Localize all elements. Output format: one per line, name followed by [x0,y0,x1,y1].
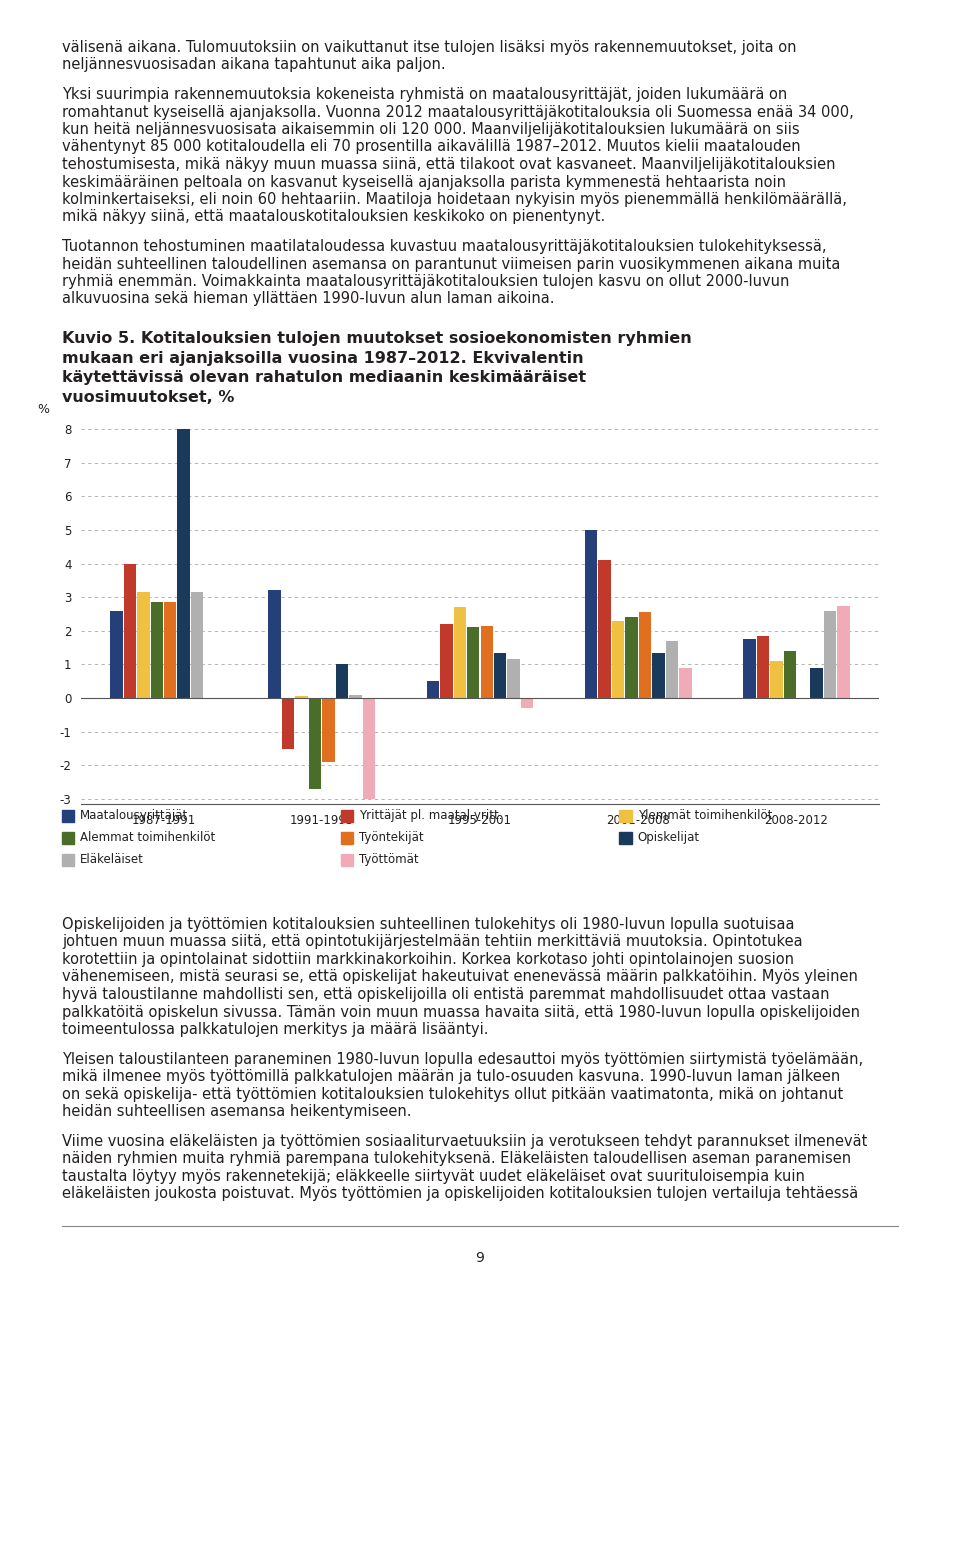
Bar [837,606,850,698]
Text: Opiskelijoiden ja työttömien kotitalouksien suhteellinen tulokehitys oli 1980-lu: Opiskelijoiden ja työttömien kotitalouks… [62,917,795,933]
Text: Kuvio 5. Kotitalouksien tulojen muutokset sosioekonomisten ryhmien: Kuvio 5. Kotitalouksien tulojen muutokse… [62,332,692,346]
Bar [269,590,281,698]
Bar [494,653,506,698]
Bar [441,624,452,698]
Bar [363,698,375,800]
Text: heidän suhteellisen asemansa heikentymiseen.: heidän suhteellisen asemansa heikentymis… [62,1103,412,1119]
Bar [638,612,651,698]
Text: näiden ryhmien muita ryhmiä parempana tulokehityksenä. Eläkeläisten taloudellise: näiden ryhmien muita ryhmiä parempana tu… [62,1150,852,1166]
Bar [468,628,479,698]
Text: palkkatöitä opiskelun sivussa. Tämän voin muun muassa havaita siitä, että 1980-l: palkkatöitä opiskelun sivussa. Tämän voi… [62,1005,860,1019]
Bar [151,603,163,698]
Text: vähenemiseen, mistä seurasi se, että opiskelijat hakeutuivat enenevässä määrin p: vähenemiseen, mistä seurasi se, että opi… [62,969,858,984]
Text: vuosimuutokset, %: vuosimuutokset, % [62,390,234,404]
Bar [137,592,150,698]
Bar [810,668,823,698]
Text: toimeentulossa palkkatulojen merkitys ja määrä lisääntyi.: toimeentulossa palkkatulojen merkitys ja… [62,1022,489,1038]
Bar [164,603,177,698]
Bar [521,698,533,707]
Text: Työttömät: Työttömät [359,853,419,867]
Text: korotettiin ja opintolainat sidottiin markkinakorkoihin. Korkea korkotaso johti : korotettiin ja opintolainat sidottiin ma… [62,952,794,967]
Text: johtuen muun muassa siitä, että opintotukijärjestelmään tehtiin merkittäviä muut: johtuen muun muassa siitä, että opintotu… [62,934,803,950]
Bar [508,659,519,698]
Text: tehostumisesta, mikä näkyy muun muassa siinä, että tilakoot ovat kasvaneet. Maan: tehostumisesta, mikä näkyy muun muassa s… [62,156,835,172]
Bar [585,531,597,698]
Bar [282,698,295,748]
Text: vähentynyt 85 000 kotitaloudella eli 70 prosentilla aikavälillä 1987–2012. Muuto: vähentynyt 85 000 kotitaloudella eli 70 … [62,139,801,155]
Text: ryhmiä enemmän. Voimakkainta maatalousyrittäjäkotitalouksien tulojen kasvu on ol: ryhmiä enemmän. Voimakkainta maatalousyr… [62,274,789,290]
Text: mikä näkyy siinä, että maatalouskotitalouksien keskikoko on pienentynyt.: mikä näkyy siinä, että maatalouskotitalo… [62,210,605,224]
Bar [336,665,348,698]
Text: mukaan eri ajanjaksoilla vuosina 1987–2012. Ekvivalentin: mukaan eri ajanjaksoilla vuosina 1987–20… [62,351,584,366]
Bar [770,660,782,698]
Bar [612,621,624,698]
Text: Alemmat toimihenkilöt: Alemmat toimihenkilöt [81,831,215,845]
Text: Työntekijät: Työntekijät [359,831,423,845]
Text: 9: 9 [475,1250,485,1265]
Text: kolminkertaiseksi, eli noin 60 hehtaariin. Maatiloja hoidetaan nykyisin myös pie: kolminkertaiseksi, eli noin 60 hehtaarii… [62,192,847,207]
Text: Opiskelijat: Opiskelijat [637,831,700,845]
Bar [665,642,678,698]
Bar [296,696,308,698]
Text: Ylemmät toimihenkilöt: Ylemmät toimihenkilöt [637,809,772,823]
Bar [824,610,836,698]
Text: kun heitä neljännesvuosisata aikaisemmin oli 120 000. Maanviljelijäkotitalouksie: kun heitä neljännesvuosisata aikaisemmin… [62,122,800,138]
Bar [679,668,691,698]
Bar [783,651,796,698]
Bar [652,653,664,698]
Text: välisenä aikana. Tulomuutoksiin on vaikuttanut itse tulojen lisäksi myös rakenne: välisenä aikana. Tulomuutoksiin on vaiku… [62,41,797,55]
Text: Yleisen taloustilanteen paraneminen 1980-luvun lopulla edesauttoi myös työttömie: Yleisen taloustilanteen paraneminen 1980… [62,1052,863,1066]
Bar [309,698,322,789]
Text: hyvä taloustilanne mahdollisti sen, että opiskelijoilla oli entistä paremmat mah: hyvä taloustilanne mahdollisti sen, että… [62,988,829,1002]
Text: on sekä opiskelija- että työttömien kotitalouksien tulokehitys ollut pitkään vaa: on sekä opiskelija- että työttömien koti… [62,1086,843,1102]
Text: Viime vuosina eläkeläisten ja työttömien sosiaaliturvaetuuksiin ja verotukseen t: Viime vuosina eläkeläisten ja työttömien… [62,1133,868,1149]
Text: taustalta löytyy myös rakennetekijä; eläkkeelle siirtyvät uudet eläkeläiset ovat: taustalta löytyy myös rakennetekijä; elä… [62,1169,804,1183]
Bar [110,610,123,698]
Text: eläkeläisten joukosta poistuvat. Myös työttömien ja opiskelijoiden kotitalouksie: eläkeläisten joukosta poistuvat. Myös ty… [62,1186,858,1200]
Bar [481,626,492,698]
Bar [743,639,756,698]
Text: keskimääräinen peltoala on kasvanut kyseisellä ajanjaksolla parista kymmenestä h: keskimääräinen peltoala on kasvanut kyse… [62,175,786,189]
Bar [349,695,362,698]
Text: mikä ilmenee myös työttömillä palkkatulojen määrän ja tulo-osuuden kasvuna. 1990: mikä ilmenee myös työttömillä palkkatulo… [62,1069,840,1085]
Text: neljännesvuosisadan aikana tapahtunut aika paljon.: neljännesvuosisadan aikana tapahtunut ai… [62,58,445,72]
Bar [756,635,769,698]
Text: käytettävissä olevan rahatulon mediaanin keskimääräiset: käytettävissä olevan rahatulon mediaanin… [62,369,587,385]
Text: heidän suhteellinen taloudellinen asemansa on parantunut viimeisen parin vuosiky: heidän suhteellinen taloudellinen aseman… [62,257,840,271]
Bar [427,681,439,698]
Bar [178,429,190,698]
Bar [625,617,637,698]
Bar [598,560,611,698]
Text: alkuvuosina sekä hieman yllättäen 1990-luvun alun laman aikoina.: alkuvuosina sekä hieman yllättäen 1990-l… [62,291,555,307]
Bar [323,698,335,762]
Bar [454,607,466,698]
Text: Eläkeläiset: Eläkeläiset [81,853,144,867]
Text: Yrittäjät pl. maatal.yritt.: Yrittäjät pl. maatal.yritt. [359,809,502,823]
Text: Tuotannon tehostuminen maatilataloudessa kuvastuu maatalousyrittäjäkotitalouksie: Tuotannon tehostuminen maatilataloudessa… [62,239,827,254]
Text: Maatalousyrittäjät: Maatalousyrittäjät [81,809,188,823]
Bar [191,592,204,698]
Text: romahtanut kyseisellä ajanjaksolla. Vuonna 2012 maatalousyrittäjäkotitalouksia o: romahtanut kyseisellä ajanjaksolla. Vuon… [62,105,853,119]
Bar [124,563,136,698]
Text: Yksi suurimpia rakennemuutoksia kokeneista ryhmistä on maatalousyrittäjät, joide: Yksi suurimpia rakennemuutoksia kokeneis… [62,88,787,102]
Text: %: % [37,404,49,416]
